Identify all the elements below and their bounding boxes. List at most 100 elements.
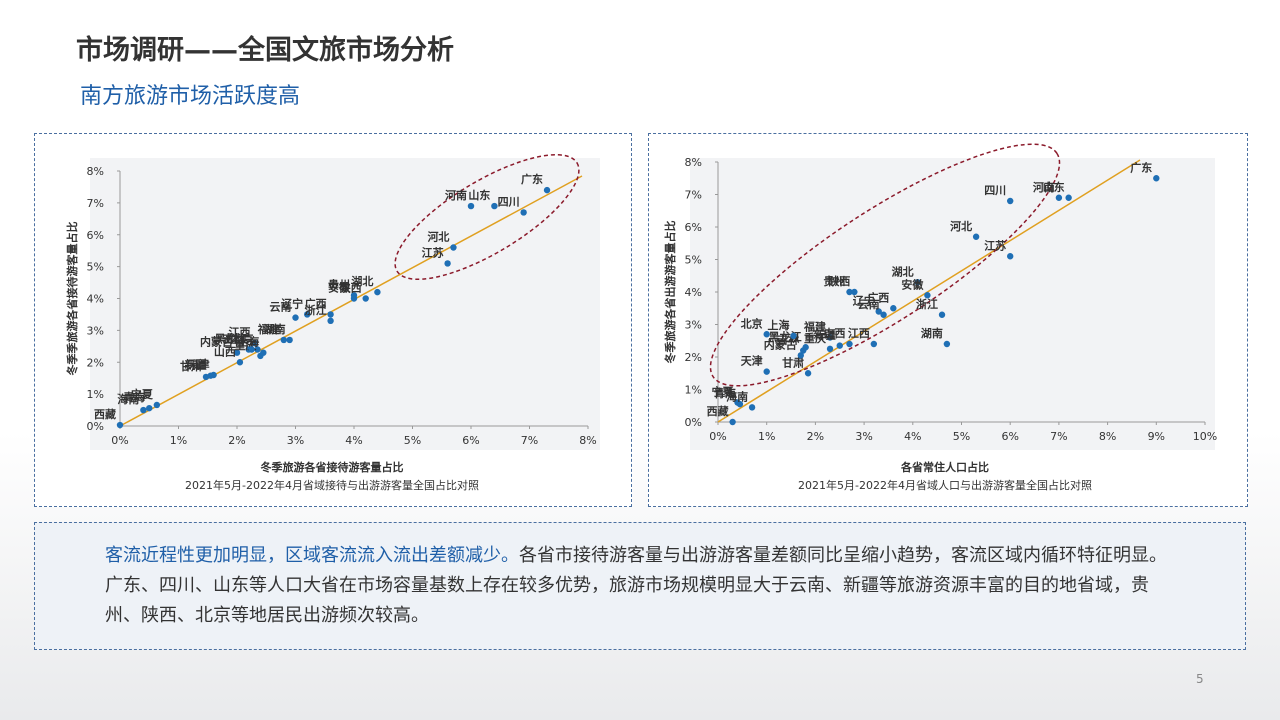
- point: [146, 404, 153, 412]
- point-label: 甘肃: [180, 359, 202, 373]
- x-tick-label: 1%: [170, 434, 187, 447]
- point-label: 四川: [498, 195, 520, 208]
- point: [1153, 175, 1160, 182]
- point-label: 青海: [714, 386, 736, 400]
- point-label: 天津: [741, 354, 763, 368]
- x-tick-label: 2%: [807, 430, 824, 443]
- point: [292, 314, 299, 321]
- point: [763, 368, 770, 375]
- summary-highlight: 客流近程性更加明显，区域客流流入流出差额减少。: [105, 545, 519, 566]
- point: [450, 244, 457, 251]
- caption: 2021年5月-2022年4月省域人口与出游游客量全国占比对照: [798, 478, 1092, 492]
- point: [374, 288, 381, 296]
- point: [233, 349, 241, 356]
- x-tick-label: 8%: [1099, 430, 1116, 443]
- point: [254, 346, 261, 353]
- x-tick-label: 3%: [855, 430, 872, 443]
- point: [763, 331, 770, 338]
- point-label: 山西: [823, 326, 845, 340]
- point-label: 上海: [237, 335, 259, 349]
- point-label: 福建: [803, 320, 827, 334]
- point-label: 内蒙古: [764, 337, 797, 351]
- point: [153, 401, 161, 409]
- point-label: 河南: [445, 188, 467, 202]
- point-label: 宁夏: [711, 385, 734, 399]
- y-tick-label: 6%: [685, 221, 702, 234]
- point: [491, 202, 498, 210]
- x-axis-title: 冬季旅游各省接待游客量占比: [261, 460, 404, 474]
- point: [826, 334, 834, 341]
- point: [260, 349, 267, 356]
- point-label: 北京: [741, 316, 763, 330]
- point: [748, 404, 756, 411]
- point-label: 辽宁: [281, 296, 303, 310]
- point-label: 安徽: [328, 281, 351, 295]
- x-tick-label: 10%: [1193, 430, 1217, 443]
- point-label: 河北: [427, 230, 449, 244]
- x-tick-label: 8%: [579, 434, 596, 447]
- point-label: 福建: [257, 322, 281, 336]
- point: [467, 202, 475, 210]
- summary: 客流近程性更加明显，区域客流流入流出差额减少。各省市接待游客量与出游游客量差额同…: [34, 522, 1246, 650]
- point-label: 云南: [270, 300, 292, 314]
- point: [802, 344, 809, 351]
- point-label: 湖北: [892, 264, 914, 278]
- point: [1055, 194, 1063, 201]
- point-label: 青海: [123, 390, 145, 404]
- point: [304, 311, 311, 318]
- x-tick-label: 7%: [1050, 430, 1067, 443]
- point: [797, 352, 804, 359]
- y-tick-label: 3%: [685, 319, 702, 332]
- x-tick-label: 6%: [1001, 430, 1018, 443]
- y-tick-label: 7%: [87, 197, 104, 210]
- point-label: 陕西: [828, 274, 850, 288]
- x-tick-label: 3%: [287, 434, 304, 447]
- point-label: 湖南: [921, 326, 943, 340]
- point-label: 贵州: [328, 277, 350, 291]
- point: [851, 288, 858, 296]
- point: [327, 311, 334, 318]
- point: [870, 340, 878, 348]
- subtitle: 南方旅游市场活跃度高: [80, 84, 301, 109]
- y-tick-label: 1%: [685, 384, 702, 397]
- point: [875, 308, 882, 315]
- point-label: 广东: [521, 172, 543, 186]
- y-tick-label: 4%: [685, 286, 702, 299]
- point: [236, 359, 244, 366]
- y-tick-label: 8%: [87, 165, 104, 178]
- point-label: 吉林: [223, 332, 245, 346]
- point-label: 西藏: [94, 407, 116, 421]
- y-tick-label: 0%: [685, 416, 702, 429]
- point: [924, 292, 931, 299]
- point-label: 北京: [231, 332, 253, 346]
- point-label: 山西: [214, 344, 236, 358]
- point-label: 黑龙江: [215, 332, 248, 346]
- point: [362, 295, 369, 302]
- y-axis-title: 冬季旅游各省出游游客量占比: [663, 221, 677, 364]
- x-tick-label: 7%: [521, 434, 538, 447]
- x-tick-label: 9%: [1148, 430, 1165, 443]
- y-tick-label: 2%: [87, 356, 104, 369]
- y-tick-label: 8%: [685, 156, 702, 169]
- point: [880, 311, 887, 318]
- x-tick-label: 2%: [228, 434, 245, 447]
- point-label: 浙江: [305, 303, 327, 317]
- point-label: 山东: [1043, 180, 1065, 194]
- y-tick-label: 7%: [685, 189, 702, 202]
- point: [804, 370, 812, 377]
- y-tick-label: 4%: [87, 293, 104, 306]
- charts: 0% 1% 2% 3% 4% 5% 6% 7% 8%0%1%2%3%4%5%6%7%8%西藏海南…: [65, 143, 1217, 492]
- point: [116, 421, 124, 429]
- point: [1007, 253, 1014, 260]
- point: [248, 346, 255, 353]
- y-tick-label: 6%: [87, 229, 104, 242]
- point-label: 甘肃: [782, 355, 804, 369]
- point-label: 江西: [848, 326, 870, 340]
- summary-text: 各省市接待游客量与出游游客量差额同比呈缩小趋势，客流区域内循环特征明显。广东、四…: [105, 545, 1167, 626]
- point: [251, 339, 258, 347]
- x-tick-label: 0%: [709, 430, 726, 443]
- point-label: 贵州: [823, 274, 845, 288]
- point-label: 四川: [984, 184, 1006, 197]
- point: [286, 336, 293, 344]
